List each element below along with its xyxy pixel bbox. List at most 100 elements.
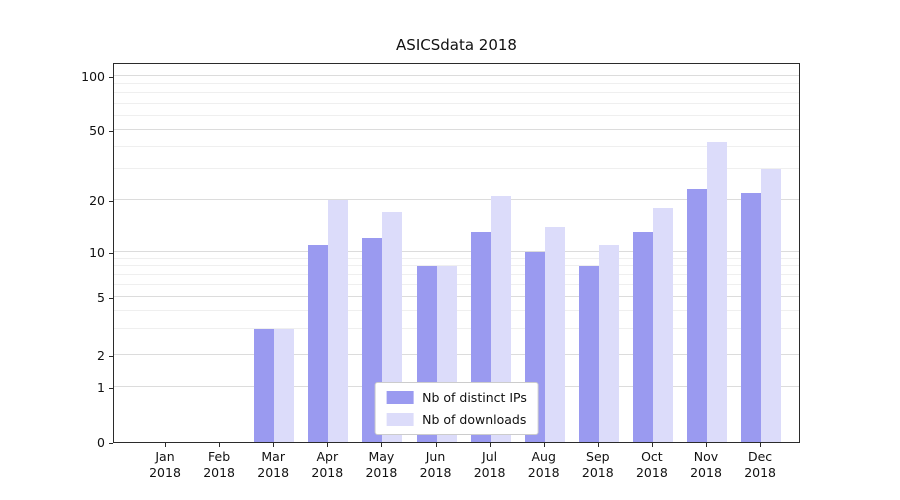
x-tick-label-line: Jan <box>155 449 175 464</box>
y-tick-label: 2 <box>97 347 105 363</box>
chart-title: ASICSdata 2018 <box>396 36 517 54</box>
bar <box>490 196 511 442</box>
x-tick-label-line: 2018 <box>311 465 344 480</box>
legend-item-downloads: Nb of downloads <box>386 412 527 427</box>
x-tick-mark <box>273 443 275 447</box>
minor-gridline <box>114 274 799 276</box>
bar <box>741 192 762 442</box>
x-tick-label-line: 2018 <box>203 465 235 480</box>
legend-item-distinct-ips: Nb of distinct IPs <box>386 390 527 405</box>
bar <box>254 329 275 442</box>
x-tick-label-line: Jul <box>482 449 498 464</box>
x-tick-label-line: Mar <box>261 449 285 464</box>
x-tick-label-line: Oct <box>641 449 663 464</box>
x-tick-mark <box>381 443 383 447</box>
bar <box>308 244 329 442</box>
x-tick-label: Apr 2018 <box>295 449 359 481</box>
y-tick-label: 5 <box>97 289 105 305</box>
major-gridline <box>114 75 799 77</box>
x-tick-label-line: Aug <box>531 449 556 464</box>
x-tick-label-line: May <box>368 449 395 464</box>
minor-gridline <box>114 83 799 85</box>
x-tick-label: Aug 2018 <box>512 449 576 481</box>
x-tick-label: Jul 2018 <box>458 449 522 481</box>
minor-gridline <box>114 257 799 259</box>
y-tick-mark <box>109 297 113 299</box>
minor-gridline <box>114 328 799 330</box>
x-tick-label-line: 2018 <box>581 465 614 480</box>
x-tick-mark <box>327 443 329 447</box>
bars-layer <box>114 64 799 442</box>
x-tick-label-line: Feb <box>208 449 231 464</box>
major-gridline <box>114 295 799 297</box>
bar <box>687 189 707 442</box>
y-tick-label: 50 <box>89 123 105 139</box>
x-tick-label-line: Sep <box>586 449 610 464</box>
x-tick-mark <box>651 443 653 447</box>
major-gridline <box>114 198 799 200</box>
x-tick-label: Mar 2018 <box>241 449 305 481</box>
x-tick-mark <box>435 443 437 447</box>
x-tick-label: Sep 2018 <box>566 449 630 481</box>
x-tick-mark <box>489 443 491 447</box>
bar <box>761 169 782 442</box>
x-tick-label: Nov 2018 <box>674 449 738 481</box>
minor-gridline <box>114 284 799 286</box>
y-tick-mark <box>109 443 113 444</box>
y-tick-label: 10 <box>89 245 105 260</box>
x-tick-mark <box>760 443 762 447</box>
x-tick-label: Oct 2018 <box>620 449 684 481</box>
x-tick-mark <box>543 443 545 447</box>
y-tick-label: 100 <box>81 69 105 85</box>
bar <box>578 266 599 442</box>
x-tick-label-line: Nov <box>693 449 719 464</box>
y-tick-mark <box>109 355 113 357</box>
x-tick-label: Jan 2018 <box>133 449 197 481</box>
x-tick-mark <box>706 443 707 447</box>
y-tick-label: 1 <box>97 379 105 395</box>
x-tick-mark <box>165 443 166 447</box>
x-tick-label: May 2018 <box>349 449 413 481</box>
legend-label-downloads: Nb of downloads <box>422 412 527 427</box>
x-tick-mark <box>597 443 599 447</box>
minor-gridline <box>114 146 799 148</box>
major-gridline <box>114 353 799 355</box>
y-tick-mark <box>109 387 113 389</box>
x-tick-label-line: Jun <box>425 449 446 464</box>
minor-gridline <box>114 168 799 169</box>
bar <box>632 232 653 442</box>
y-tick-label: 20 <box>89 192 105 208</box>
x-tick-label-line: 2018 <box>690 465 722 480</box>
x-tick-label: Feb 2018 <box>187 449 251 481</box>
y-tick-mark <box>109 200 113 202</box>
x-tick-label-line: Apr <box>316 449 339 464</box>
minor-gridline <box>114 265 799 267</box>
minor-gridline <box>114 102 799 104</box>
x-tick-label-line: 2018 <box>744 465 776 480</box>
minor-gridline <box>114 92 799 94</box>
bar <box>707 141 727 442</box>
legend: Nb of distinct IPs Nb of downloads <box>374 382 539 435</box>
x-tick-label: Jun 2018 <box>404 449 468 481</box>
y-tick-mark <box>109 131 113 133</box>
minor-gridline <box>114 310 799 311</box>
bar <box>544 226 565 442</box>
legend-swatch-downloads <box>386 413 414 426</box>
major-gridline <box>114 129 799 131</box>
x-tick-label-line: 2018 <box>419 465 452 480</box>
bar <box>274 329 295 442</box>
bar <box>598 244 619 442</box>
bar <box>328 199 349 442</box>
x-tick-label-line: 2018 <box>149 465 181 480</box>
y-tick-mark <box>109 253 113 254</box>
x-tick-label-line: 2018 <box>527 465 560 480</box>
bar <box>652 207 673 442</box>
x-tick-label-line: 2018 <box>473 465 506 480</box>
legend-swatch-distinct-ips <box>386 391 414 404</box>
x-tick-label: Dec 2018 <box>728 449 792 481</box>
x-tick-label-line: 2018 <box>365 465 398 480</box>
x-tick-label-line: 2018 <box>635 465 668 480</box>
minor-gridline <box>114 114 799 116</box>
x-tick-mark <box>219 443 221 447</box>
